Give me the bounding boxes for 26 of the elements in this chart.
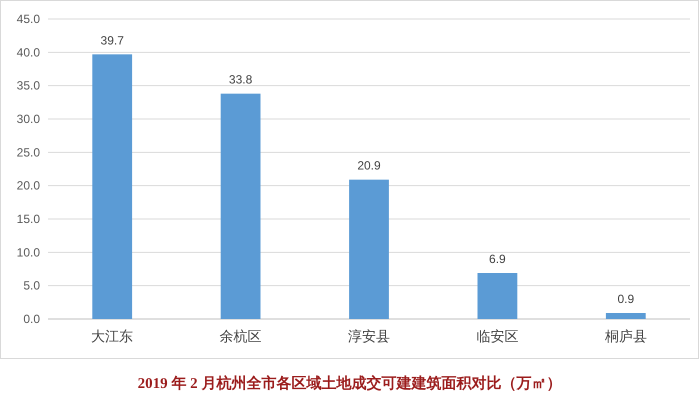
- x-tick-label: 余杭区: [220, 329, 262, 345]
- data-label: 33.8: [228, 72, 253, 87]
- x-tick-label: 大江东: [91, 329, 134, 345]
- data-label: 20.9: [357, 158, 381, 173]
- y-tick-label: 45.0: [16, 12, 40, 26]
- text: 2019 年 2 月杭州全市各区域土地成交可建建筑面积对比（万㎡）: [138, 374, 562, 392]
- x-tick-label: 淳安县: [348, 329, 390, 345]
- bar: [349, 180, 389, 319]
- x-tick-label: 临安区: [476, 329, 518, 345]
- bar: [92, 54, 132, 319]
- data-label: 0.9: [617, 292, 634, 306]
- bar: [220, 94, 260, 319]
- data-label: 6.9: [489, 252, 506, 266]
- y-tick-label: 5.0: [23, 278, 40, 293]
- y-tick-label: 40.0: [16, 45, 40, 60]
- bar: [606, 313, 646, 319]
- y-tick-label: 35.0: [16, 78, 40, 93]
- y-tick-label: 30.0: [16, 112, 40, 126]
- x-tick-label: 桐庐县: [604, 329, 647, 345]
- bar: [478, 273, 518, 319]
- y-tick-label: 25.0: [16, 145, 40, 160]
- y-tick-label: 10.0: [16, 245, 40, 260]
- y-tick-label: 15.0: [16, 212, 40, 226]
- data-label: 39.7: [100, 33, 124, 48]
- y-tick-label: 0.0: [23, 312, 40, 326]
- y-tick-label: 20.0: [16, 178, 40, 193]
